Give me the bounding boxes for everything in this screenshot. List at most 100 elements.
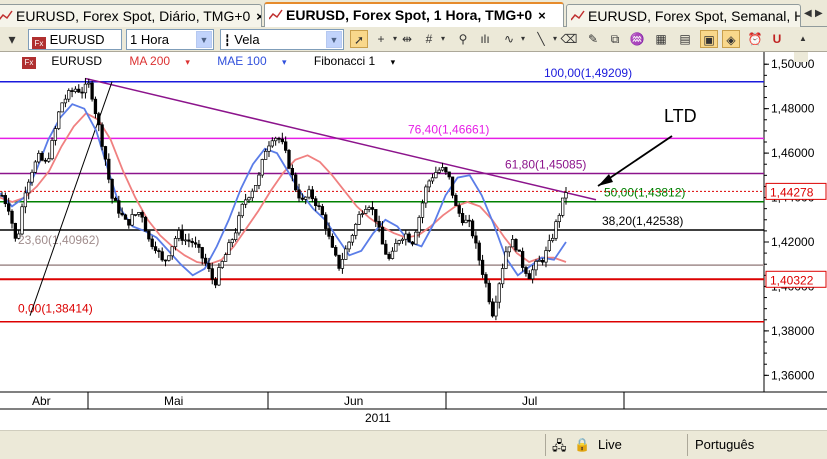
legend-mae-label: MAE 100 <box>217 54 267 68</box>
grid-icon[interactable]: # <box>425 32 433 46</box>
live-status: Live <box>598 437 622 452</box>
indicators-icon[interactable]: ∿ <box>503 32 515 46</box>
y-tick-label: 1,36000 <box>771 368 815 382</box>
month-label: Jul <box>522 394 537 408</box>
candle-body <box>110 178 114 199</box>
candle-body <box>73 88 78 92</box>
tab-scroll-left-icon[interactable]: ◀ <box>804 8 812 19</box>
tab-eurusd-daily[interactable]: EURUSD, Forex Spot, Diário, TMG+0 × <box>0 4 262 27</box>
candle-body <box>534 260 538 271</box>
connection-icon[interactable]: 🖧 <box>552 438 567 453</box>
tab-bar: EURUSD, Forex Spot, Diário, TMG+0 × EURU… <box>0 0 827 28</box>
candle-body <box>197 243 201 248</box>
candle-body <box>93 98 98 115</box>
eraser-icon[interactable]: ⌫ <box>560 32 578 46</box>
indicators-menu-icon[interactable]: ▾ <box>520 34 525 43</box>
legend-fibonacci[interactable]: Fibonacci 1 ▾ <box>314 54 407 68</box>
fib-level-label: 0,00(1,38414) <box>18 302 93 316</box>
candle-body <box>180 230 184 241</box>
trendline-ltd <box>85 77 597 201</box>
candle-body <box>384 243 388 255</box>
crosshair-menu-icon[interactable]: ▾ <box>392 34 397 43</box>
price-chart[interactable]: 1,500001,480001,460001,440001,420001,400… <box>0 52 827 431</box>
candle-body <box>474 235 478 244</box>
candle-body <box>390 250 395 259</box>
collapse-icon[interactable]: ▾ <box>8 31 16 47</box>
zoom-icon[interactable]: ⇹ <box>401 32 413 46</box>
tab-eurusd-1h[interactable]: EURUSD, Forex Spot, 1 Hora, TMG+0 × <box>264 2 564 28</box>
candle-body <box>394 243 398 252</box>
magnify-icon[interactable]: ⚲ <box>458 32 468 46</box>
candle-body <box>27 181 31 194</box>
chevron-down-icon[interactable]: ▼ <box>196 31 212 48</box>
candle-body <box>367 207 371 210</box>
candle-icon: ┇ <box>224 35 231 47</box>
language-status[interactable]: Português <box>695 437 755 452</box>
candle-body <box>414 231 418 245</box>
tab-scroll-right-icon[interactable]: ▶ <box>815 8 823 19</box>
candle-body <box>477 242 481 261</box>
candle-body <box>350 235 355 243</box>
candle-body <box>387 253 391 259</box>
candle-body <box>80 91 84 94</box>
candle-body <box>374 209 378 222</box>
candle-body <box>263 150 268 160</box>
y-tick-label: 1,46000 <box>771 146 815 160</box>
status-bar: 🖧 🔒 Live Português <box>0 430 827 458</box>
legend-ma200[interactable]: MA 200 ▾ <box>129 54 202 68</box>
candle-body <box>300 197 305 200</box>
candle-body <box>294 174 298 191</box>
candle-body <box>203 257 208 264</box>
chart-panel[interactable]: 1,500001,480001,460001,440001,420001,400… <box>0 51 827 430</box>
legend-symbol[interactable]: Fx EURUSD <box>22 54 114 69</box>
objects-icon[interactable]: ⧉ <box>610 32 620 46</box>
compare-icon[interactable]: ♒ <box>629 32 645 46</box>
forex-icon: Fx <box>22 57 36 69</box>
tab-label: EURUSD, Forex Spot, Semanal, Ho <box>588 8 801 24</box>
candle-body <box>53 128 58 141</box>
magnet-icon[interactable]: U <box>772 32 782 46</box>
grid-menu-icon[interactable]: ▾ <box>440 34 445 43</box>
candle-body <box>3 195 7 205</box>
candle-body <box>430 177 435 182</box>
candle-body <box>157 250 161 253</box>
tab-eurusd-weekly[interactable]: EURUSD, Forex Spot, Semanal, Ho <box>566 4 801 27</box>
candle-body <box>400 238 405 241</box>
lock-icon[interactable]: ◈ <box>722 30 740 48</box>
close-tab-icon[interactable]: × <box>256 9 261 24</box>
chart-style-select[interactable]: ┇ Vela ▼ <box>220 29 344 50</box>
symbol-selector[interactable]: Fx EURUSD <box>28 29 122 50</box>
lock-status-icon[interactable]: 🔒 <box>574 437 591 452</box>
candle-body <box>147 230 151 240</box>
crosshair-tool-icon[interactable]: + <box>377 32 385 46</box>
candle-body <box>437 169 441 173</box>
alert-icon[interactable]: ⏰ <box>747 32 763 46</box>
autoscale-icon[interactable]: ▣ <box>700 30 718 48</box>
candle-body <box>30 171 34 183</box>
candle-body <box>517 249 521 252</box>
timeframe-select[interactable]: 1 Hora ▼ <box>126 29 214 50</box>
candle-body <box>284 141 288 151</box>
legend-mae100[interactable]: MAE 100 ▾ <box>217 54 298 68</box>
line-tool-icon[interactable]: ╲ <box>537 32 545 46</box>
toolbar-scroll-up-icon[interactable]: ▲ <box>799 34 807 43</box>
chevron-down-icon[interactable]: ▼ <box>326 31 342 48</box>
candle-body <box>77 88 81 93</box>
candle-body <box>113 197 118 201</box>
candle-body <box>217 267 221 286</box>
candle-body <box>260 159 264 176</box>
status-divider <box>545 434 546 456</box>
candle-body <box>170 246 174 257</box>
close-tab-icon[interactable]: × <box>538 8 546 23</box>
candle-body <box>370 207 375 210</box>
layout-icon[interactable]: ▦ <box>655 32 667 46</box>
candle-body <box>330 235 335 248</box>
bar-chart-icon[interactable]: ılı <box>480 32 490 46</box>
pencil-icon[interactable]: ✎ <box>587 32 599 46</box>
mae100-line <box>0 103 567 277</box>
pointer-tool-icon[interactable]: ➚ <box>350 30 368 48</box>
split-icon[interactable]: ▤ <box>679 32 691 46</box>
candle-body <box>334 246 338 256</box>
line-menu-icon[interactable]: ▾ <box>552 34 557 43</box>
candle-body <box>160 251 164 261</box>
